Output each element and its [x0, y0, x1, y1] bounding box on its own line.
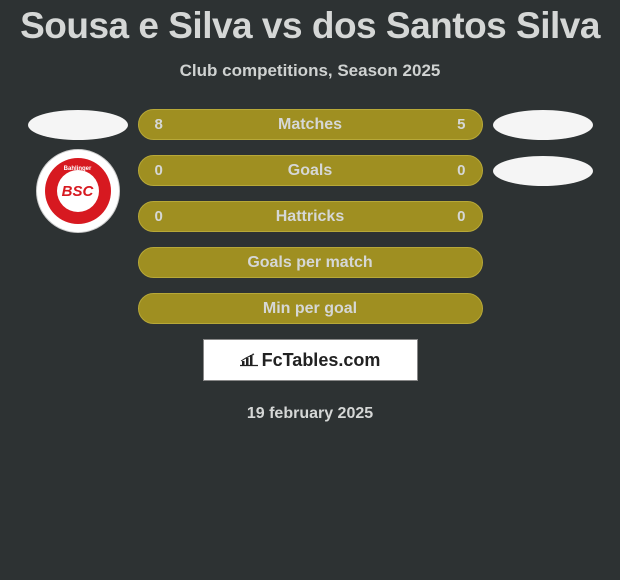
stat-label: Matches: [139, 116, 482, 134]
comparison-card: Sousa e Silva vs dos Santos Silva Club c…: [0, 0, 620, 423]
club-logo-bsc: BahlingerSportClub BSC: [36, 149, 120, 233]
stat-row-gpm: Goals per match: [0, 247, 620, 278]
stat-pill: 0 Hattricks 0: [138, 201, 483, 232]
page-title: Sousa e Silva vs dos Santos Silva: [0, 5, 620, 47]
team-placeholder-right-1: [493, 110, 593, 140]
stat-label: Min per goal: [139, 300, 482, 318]
stat-label: Goals: [139, 162, 482, 180]
branding-text: FcTables.com: [262, 350, 381, 371]
stat-pill: Goals per match: [138, 247, 483, 278]
right-team-slot-1: [483, 110, 603, 140]
left-team-slot-2: BahlingerSportClub BSC: [18, 155, 138, 186]
team-placeholder-left-1: [28, 110, 128, 140]
branding-box[interactable]: FcTables.com: [203, 339, 418, 381]
stat-label: Goals per match: [139, 254, 482, 272]
club-logo-top-text: BahlingerSportClub: [45, 166, 111, 184]
right-team-slot-2: [483, 156, 603, 186]
stat-row-matches: 8 Matches 5: [0, 109, 620, 140]
stat-row-goals: BahlingerSportClub BSC 0 Goals 0: [0, 155, 620, 186]
left-team-slot-1: [18, 110, 138, 140]
subtitle: Club competitions, Season 2025: [0, 61, 620, 81]
stat-label: Hattricks: [139, 208, 482, 226]
date-label: 19 february 2025: [0, 405, 620, 423]
stat-row-mpg: Min per goal: [0, 293, 620, 324]
bar-chart-icon: [240, 353, 258, 367]
stat-pill: 8 Matches 5: [138, 109, 483, 140]
stat-pill: 0 Goals 0: [138, 155, 483, 186]
stat-pill: Min per goal: [138, 293, 483, 324]
team-placeholder-right-2: [493, 156, 593, 186]
